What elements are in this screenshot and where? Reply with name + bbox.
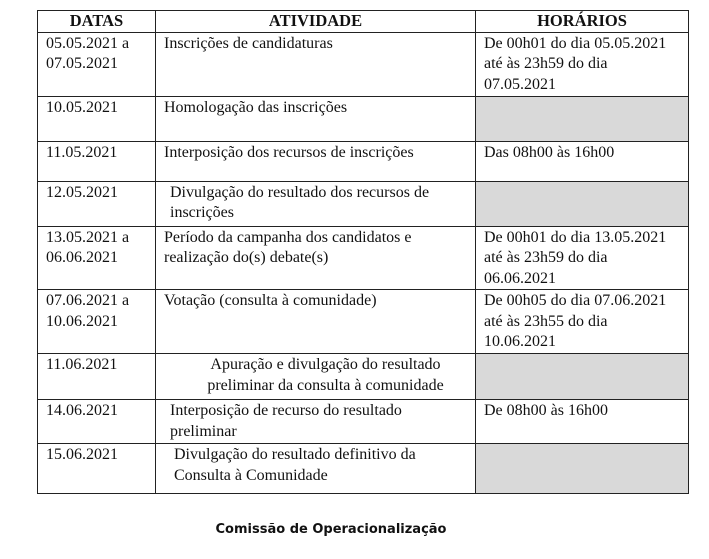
- time-cell: [475, 180, 689, 227]
- time-cell: De 00h05 do dia 07.06.2021 até às 23h55 …: [475, 289, 689, 354]
- time-cell: De 08h00 às 16h00: [475, 399, 689, 444]
- header-atividade: ATIVIDADE: [155, 10, 476, 33]
- table-row: 05.05.2021 a 07.05.2021 Inscrições de can…: [37, 31, 689, 97]
- date-cell: 11.05.2021: [37, 140, 156, 182]
- activity-cell: Divulgação do resultado dos recursos de …: [155, 180, 476, 227]
- table-row: 11.05.2021 Interposição dos recursos de i…: [37, 140, 689, 182]
- date-cell: 07.06.2021 a 10.06.2021: [37, 289, 156, 354]
- activity-cell: Interposição de recurso do resultado pre…: [155, 399, 476, 444]
- date-cell: 13.05.2021 a 06.06.2021: [37, 225, 156, 290]
- time-cell: [475, 353, 689, 400]
- date-cell: 10.05.2021: [37, 95, 156, 142]
- activity-cell: Votação (consulta à comunidade): [155, 289, 476, 354]
- header-datas: DATAS: [37, 10, 156, 33]
- header-horarios: HORÁRIOS: [475, 10, 689, 33]
- date-cell: 05.05.2021 a 07.05.2021: [37, 31, 156, 97]
- date-cell: 12.05.2021: [37, 180, 156, 227]
- table-row: 15.06.2021 Divulgação do resultado defini…: [37, 443, 689, 494]
- table-row: 11.06.2021 Apuração e divulgação do resul…: [37, 353, 689, 400]
- time-cell: [475, 95, 689, 142]
- time-cell: De 00h01 do dia 05.05.2021 até às 23h59 …: [475, 31, 689, 97]
- date-cell: 15.06.2021: [37, 443, 156, 494]
- activity-cell: Interposição dos recursos de inscrições: [155, 140, 476, 182]
- table-row: 14.06.2021 Interposição de recurso do res…: [37, 399, 689, 444]
- footer-signature: Comissão de Operacionalização: [215, 522, 447, 537]
- table-row: 07.06.2021 a 10.06.2021 Votação (consulta…: [37, 289, 689, 354]
- activity-cell: Homologação das inscrições: [155, 95, 476, 142]
- time-cell: De 00h01 do dia 13.05.2021 até às 23h59 …: [475, 225, 689, 290]
- time-cell: Das 08h00 às 16h00: [475, 140, 689, 182]
- time-cell: [475, 443, 689, 494]
- activity-cell: Período da campanha dos candidatos e rea…: [155, 225, 476, 290]
- table-row: 12.05.2021 Divulgação do resultado dos re…: [37, 180, 689, 227]
- date-cell: 11.06.2021: [37, 353, 156, 400]
- table-row: 10.05.2021 Homologação das inscrições: [37, 95, 689, 142]
- schedule-table: DATAS ATIVIDADE HORÁRIOS 05.05.2021 a 07…: [37, 10, 689, 494]
- activity-cell: Divulgação do resultado definitivo da Co…: [155, 443, 476, 494]
- activity-cell: Inscrições de candidaturas: [155, 31, 476, 97]
- table-row: 13.05.2021 a 06.06.2021 Período da campan…: [37, 225, 689, 290]
- activity-cell: Apuração e divulgação do resultado preli…: [155, 353, 476, 400]
- table-header-row: DATAS ATIVIDADE HORÁRIOS: [37, 10, 689, 33]
- date-cell: 14.06.2021: [37, 399, 156, 444]
